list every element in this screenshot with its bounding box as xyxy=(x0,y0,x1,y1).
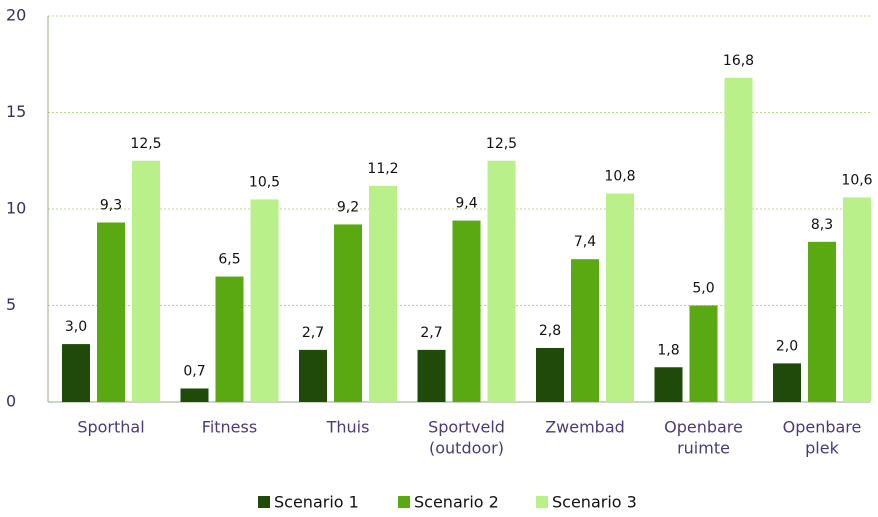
data-label: 8,3 xyxy=(811,217,833,233)
data-label: 12,5 xyxy=(486,136,517,152)
bar xyxy=(808,241,836,402)
data-label: 16,8 xyxy=(723,53,754,69)
x-tick-label: Sporthal xyxy=(77,418,144,437)
data-label: 2,7 xyxy=(420,325,442,341)
legend-label: Scenario 1 xyxy=(274,493,359,512)
x-tick-label: Zwembad xyxy=(545,418,625,437)
bar xyxy=(487,160,516,402)
bar xyxy=(215,276,244,402)
legend-swatch xyxy=(536,496,548,508)
bar xyxy=(417,349,446,402)
data-label: 10,6 xyxy=(841,172,872,188)
bar xyxy=(689,305,718,402)
x-tick-label: ruimte xyxy=(677,439,730,458)
x-tick-label: plek xyxy=(805,439,839,458)
data-label: 6,5 xyxy=(218,252,240,268)
bar xyxy=(654,367,683,402)
bar xyxy=(62,344,90,402)
y-tick-label: 20 xyxy=(6,6,26,25)
data-label: 10,5 xyxy=(249,174,280,190)
bar xyxy=(132,160,160,402)
legend-swatch xyxy=(398,496,410,508)
data-label: 2,7 xyxy=(302,325,324,341)
bar xyxy=(571,259,599,402)
data-label: 1,8 xyxy=(657,342,679,358)
data-label: 9,4 xyxy=(455,196,477,212)
data-label: 9,2 xyxy=(337,199,359,215)
x-tick-label: Openbare xyxy=(783,418,862,437)
x-tick-label: Fitness xyxy=(202,418,257,437)
y-tick-label: 15 xyxy=(6,102,26,121)
x-tick-label: Sportveld xyxy=(428,418,505,437)
data-label: 2,8 xyxy=(539,323,561,339)
data-label: 3,0 xyxy=(65,319,87,335)
data-label: 10,8 xyxy=(604,169,635,185)
bar xyxy=(334,224,362,402)
bar xyxy=(724,77,753,402)
bar xyxy=(452,220,481,402)
bar xyxy=(773,363,801,402)
legend-label: Scenario 3 xyxy=(552,493,637,512)
y-tick-label: 5 xyxy=(6,295,16,314)
bar xyxy=(606,193,634,402)
bar xyxy=(843,197,871,402)
data-label: 9,3 xyxy=(100,198,122,214)
x-tick-label: (outdoor) xyxy=(429,439,504,458)
bar xyxy=(250,199,279,402)
bar xyxy=(536,347,564,402)
bar xyxy=(369,185,397,402)
bar xyxy=(97,222,125,402)
data-label: 12,5 xyxy=(130,136,161,152)
data-label: 7,4 xyxy=(574,234,596,250)
data-label: 0,7 xyxy=(183,363,205,379)
x-tick-label: Thuis xyxy=(326,418,370,437)
bar xyxy=(180,388,209,402)
legend-label: Scenario 2 xyxy=(414,493,499,512)
bar xyxy=(299,349,327,402)
y-tick-label: 10 xyxy=(6,199,26,218)
x-tick-label: Openbare xyxy=(664,418,743,437)
legend-swatch xyxy=(258,496,270,508)
data-label: 2,0 xyxy=(776,338,798,354)
y-tick-label: 0 xyxy=(6,392,16,411)
data-label: 11,2 xyxy=(367,161,398,177)
data-label: 5,0 xyxy=(692,281,714,297)
